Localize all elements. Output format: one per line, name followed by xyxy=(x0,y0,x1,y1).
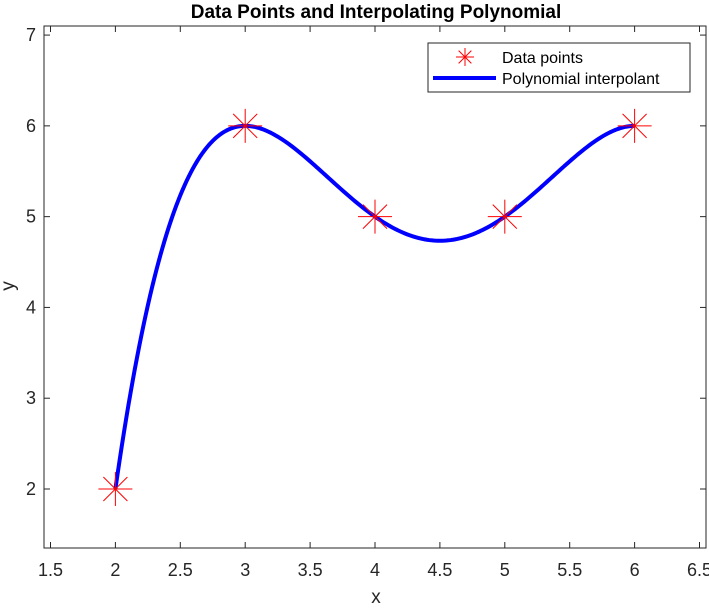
x-axis: 1.5 2 2.5 3 3.5 4 4.5 5 5.5 6 6.5 xyxy=(38,26,709,580)
x-tick-label: 2 xyxy=(110,560,120,580)
y-axis-label: y xyxy=(0,281,19,291)
data-point-marker xyxy=(487,199,522,234)
legend-marker-star xyxy=(456,48,474,66)
y-axis: 2 3 4 5 6 7 xyxy=(26,25,706,499)
y-tick-label: 3 xyxy=(26,388,36,408)
y-tick-label: 6 xyxy=(26,116,36,136)
y-tick-label: 2 xyxy=(26,479,36,499)
legend-box xyxy=(427,42,691,93)
data-point-marker xyxy=(358,199,392,234)
y-tick-label: 4 xyxy=(26,297,36,317)
chart-title: Data Points and Interpolating Polynomial xyxy=(191,2,562,23)
legend: Data points Polynomial interpolant xyxy=(427,42,691,93)
x-tick-label: 1.5 xyxy=(38,560,63,580)
legend-label-data-points: Data points xyxy=(502,50,583,67)
data-point-marker xyxy=(617,108,652,143)
x-tick-label: 6.5 xyxy=(687,560,709,580)
data-point-marker xyxy=(98,471,133,506)
series-layer xyxy=(98,108,652,506)
x-tick-label: 5 xyxy=(500,560,510,580)
x-axis-label: x xyxy=(371,587,381,605)
y-tick-label: 5 xyxy=(26,207,36,227)
x-tick-label: 2.5 xyxy=(168,560,193,580)
x-tick-label: 5.5 xyxy=(557,560,582,580)
plot-area xyxy=(43,25,707,549)
y-tick-label: 7 xyxy=(26,25,36,45)
legend-asterisk-marker xyxy=(456,48,474,66)
x-tick-label: 3 xyxy=(240,560,250,580)
x-tick-label: 3.5 xyxy=(298,560,323,580)
x-tick-label: 4 xyxy=(370,560,380,580)
legend-label-polynomial: Polynomial interpolant xyxy=(502,71,660,88)
x-tick-label: 4.5 xyxy=(427,560,452,580)
data-point-marker xyxy=(228,108,263,143)
x-tick-label: 6 xyxy=(630,560,640,580)
